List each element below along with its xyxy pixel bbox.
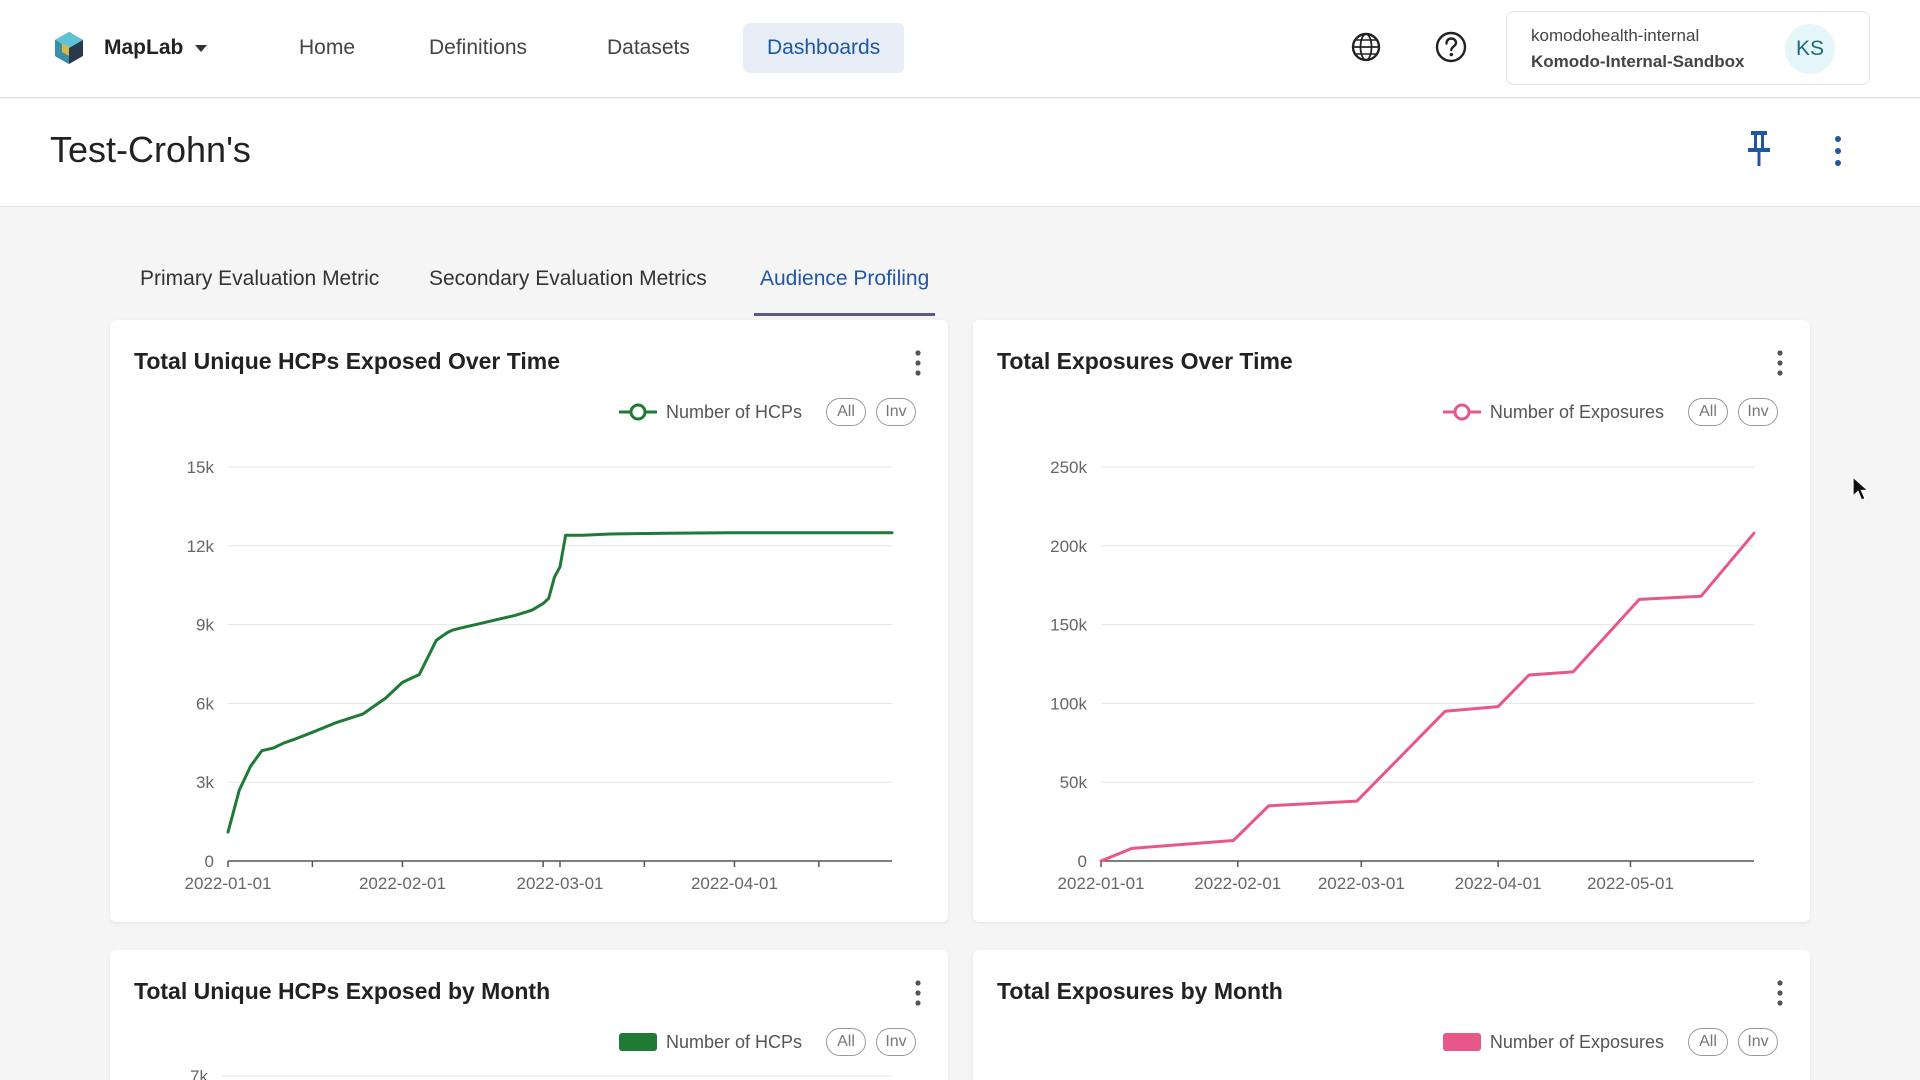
- more-vertical-icon[interactable]: [1772, 978, 1788, 1008]
- card-title: Total Unique HCPs Exposed Over Time: [134, 348, 561, 374]
- x-tick-label: 2022-01-01: [1058, 874, 1145, 893]
- x-tick-label: 2022-02-01: [359, 874, 446, 893]
- y-tick-label: 0: [205, 852, 214, 871]
- chart-legend: Number of HCPs All Inv: [618, 1026, 916, 1058]
- y-tick-label: 3k: [196, 773, 214, 792]
- legend-rect-marker-icon: [618, 1033, 657, 1051]
- card-title: Total Unique HCPs Exposed by Month: [134, 978, 551, 1004]
- chart-legend: Number of HCPs All Inv: [618, 396, 916, 428]
- more-vertical-icon[interactable]: [1828, 133, 1848, 169]
- tab-secondary-evaluation-metrics[interactable]: Secondary Evaluation Metrics: [429, 267, 707, 290]
- legend-label: Number of HCPs: [665, 1031, 802, 1052]
- mouse-cursor-icon: [1852, 476, 1870, 501]
- chart-card-exposures-by-month: Total Exposures by Month Number of Expos…: [973, 950, 1810, 1080]
- legend-line-marker-icon: [1442, 403, 1481, 421]
- legend-item-number-of-exposures[interactable]: Number of Exposures: [1442, 1031, 1678, 1053]
- legend-invert-button[interactable]: Inv: [876, 1028, 916, 1056]
- legend-label: Number of Exposures: [1489, 1031, 1664, 1052]
- legend-label: Number of Exposures: [1489, 401, 1664, 422]
- legend-label: Number of HCPs: [665, 401, 802, 422]
- more-vertical-icon[interactable]: [910, 978, 926, 1008]
- series-line[interactable]: [1099, 531, 1756, 863]
- chart-card-hcps-over-time: Total Unique HCPs Exposed Over Time Numb…: [110, 320, 948, 922]
- account-org: komodohealth-internal: [1531, 26, 1700, 45]
- legend-select-all-button[interactable]: All: [826, 1028, 866, 1056]
- y-tick-label: 6k: [196, 694, 214, 713]
- chart-legend: Number of Exposures All Inv: [1442, 396, 1778, 428]
- legend-invert-button[interactable]: Inv: [1738, 1028, 1778, 1056]
- globe-icon[interactable]: [1349, 30, 1383, 64]
- x-tick-label: 2022-03-01: [1318, 874, 1405, 893]
- line-chart-hcps-over-time: 0 3k 6k 9k 12k 15k 2022-01-01 2022-02-01 2022-03…: [185, 458, 894, 893]
- legend-item-number-of-exposures[interactable]: Number of Exposures: [1442, 402, 1678, 423]
- legend-invert-button[interactable]: Inv: [876, 398, 916, 426]
- chart-card-hcps-by-month: Total Unique HCPs Exposed by Month Numbe…: [110, 950, 948, 1080]
- x-tick-label: 2022-02-01: [1194, 874, 1281, 893]
- legend-item-number-of-hcps[interactable]: Number of HCPs: [618, 1031, 816, 1053]
- nav-datasets[interactable]: Datasets: [607, 36, 690, 59]
- nav-dashboards[interactable]: Dashboards: [743, 23, 905, 73]
- y-tick-label: 12k: [187, 537, 215, 556]
- x-tick-label: 2022-05-01: [1587, 874, 1674, 893]
- brand-name: MapLab: [104, 36, 184, 59]
- x-tick-label: 2022-03-01: [517, 874, 604, 893]
- y-tick-label: 100k: [1050, 694, 1087, 713]
- tab-primary-evaluation-metric[interactable]: Primary Evaluation Metric: [140, 267, 380, 290]
- pin-icon[interactable]: [1742, 129, 1776, 169]
- card-title: Total Exposures by Month: [997, 978, 1283, 1004]
- x-tick-label: 2022-01-01: [185, 874, 272, 893]
- y-tick-label: 200k: [1050, 537, 1087, 556]
- tab-audience-profiling[interactable]: Audience Profiling: [754, 254, 936, 316]
- x-tick-label: 2022-04-01: [1455, 874, 1542, 893]
- top-navigation-bar: MapLab Home Definitions Datasets Dashboa…: [0, 0, 1920, 98]
- app-logo-icon: [55, 32, 83, 64]
- dashboard-header: Test-Crohn's: [0, 99, 1920, 207]
- help-icon[interactable]: [1434, 30, 1468, 64]
- nav-home[interactable]: Home: [299, 36, 356, 59]
- legend-select-all-button[interactable]: All: [1688, 1028, 1728, 1056]
- account-environment: Komodo-Internal-Sandbox: [1531, 52, 1745, 71]
- y-tick-label: 15k: [187, 458, 215, 477]
- legend-invert-button[interactable]: Inv: [1738, 398, 1778, 426]
- y-tick-label: 7k: [190, 1067, 208, 1080]
- more-vertical-icon[interactable]: [1772, 348, 1788, 378]
- brand-switcher[interactable]: MapLab: [52, 30, 208, 66]
- caret-down-icon: [195, 44, 208, 52]
- page-title: Test-Crohn's: [50, 129, 251, 170]
- avatar[interactable]: KS: [1785, 24, 1835, 74]
- y-tick-label: 250k: [1050, 458, 1087, 477]
- line-chart-exposures-over-time: 0 50k 100k 150k 200k 250k 2022-01-01 2022-02-01…: [1050, 458, 1756, 893]
- legend-select-all-button[interactable]: All: [1688, 398, 1728, 426]
- legend-rect-marker-icon: [1442, 1033, 1481, 1051]
- legend-line-marker-icon: [618, 403, 657, 421]
- more-vertical-icon[interactable]: [910, 348, 926, 378]
- y-tick-label: 50k: [1060, 773, 1088, 792]
- chart-legend: Number of Exposures All Inv: [1442, 1026, 1778, 1058]
- x-tick-label: 2022-04-01: [691, 874, 778, 893]
- y-tick-label: 9k: [196, 616, 214, 635]
- chart-card-exposures-over-time: Total Exposures Over Time Number of Expo…: [973, 320, 1810, 922]
- y-tick-label: 150k: [1050, 616, 1087, 635]
- legend-select-all-button[interactable]: All: [826, 398, 866, 426]
- bar-chart-hcps-by-month: 7k: [190, 1067, 892, 1080]
- series-line[interactable]: [226, 531, 894, 834]
- y-tick-label: 0: [1078, 852, 1087, 871]
- card-title: Total Exposures Over Time: [997, 348, 1293, 374]
- nav-definitions[interactable]: Definitions: [429, 36, 528, 59]
- account-switcher[interactable]: komodohealth-internal Komodo-Internal-Sa…: [1506, 11, 1870, 85]
- legend-item-number-of-hcps[interactable]: Number of HCPs: [618, 402, 816, 423]
